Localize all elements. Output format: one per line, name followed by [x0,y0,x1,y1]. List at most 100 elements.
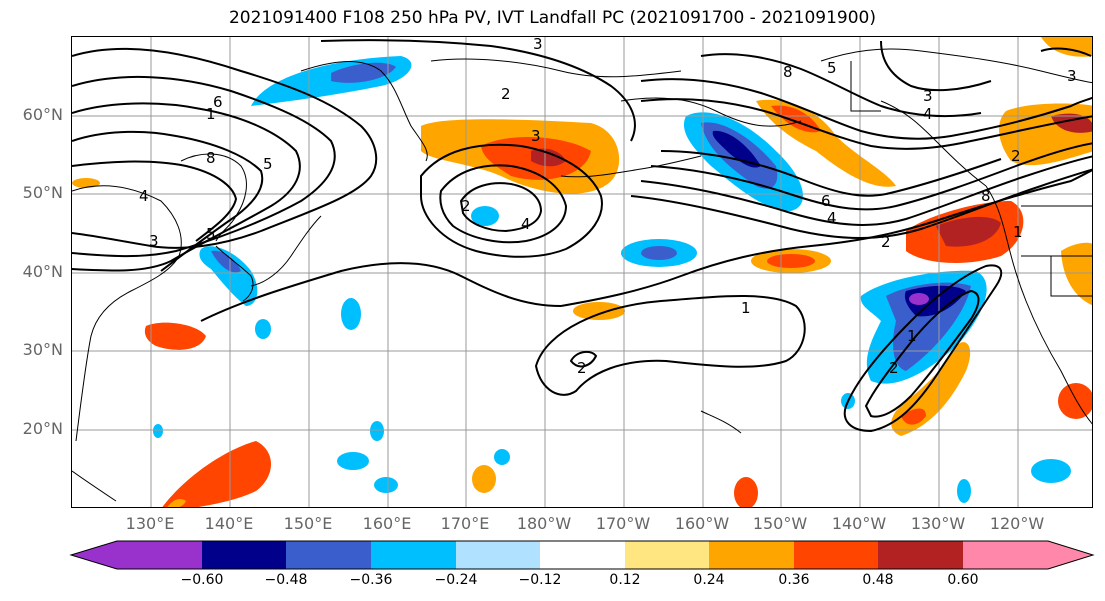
colorbar-tick-6: 0.12 [609,572,641,588]
lat-label-60n: 60°N [22,105,63,124]
shade-pos-mexico [1061,242,1092,306]
colorbar-tick-1: −0.60 [180,572,224,588]
shade-neg-small-1 [471,206,499,226]
contour-label-24: 2 [889,359,899,377]
map-canvas: 3 6 1 8 5 4 3 2 5 3 2 4 8 5 3 4 6 4 2 8 … [72,37,1092,507]
shade-neg-japan-core [211,250,241,273]
colorbar-tick-5: −0.12 [518,572,562,588]
colorbar-segment [540,541,625,569]
colorbar-tick-7: 0.24 [693,572,725,588]
colorbar-tick-4: −0.24 [434,572,478,588]
shade-pos-small-4 [72,178,100,188]
colorbar-segment [71,541,202,569]
contour-label-7: 3 [149,232,159,250]
lon-label-160e: 160°E [362,514,412,533]
lon-label-120w: 120°W [989,514,1045,533]
lon-label-180w: 180°W [516,514,572,533]
colorbar-segment [794,541,878,569]
contour-label-18: 4 [827,209,837,227]
contour-label-12: 4 [521,215,531,233]
shade-pos-dateline-max [531,148,566,167]
lon-label-160w: 160°W [674,514,730,533]
shade-neg-northwest-core [331,62,396,83]
contour-label-14: 5 [827,59,837,77]
contour-label-27: 3 [1067,67,1077,85]
lat-label-30n: 30°N [22,340,63,359]
colorbar-tick-2: −0.48 [264,572,308,588]
shade-pos-small-1 [472,465,496,493]
shade-neg-small-11 [153,424,163,438]
shade-pos-tropics-west-edge [167,499,186,507]
lon-label-150w: 150°W [752,514,808,533]
shade-neg-small-5 [374,477,398,493]
shade-neg-small-6 [370,421,384,441]
contour-label-13: 8 [783,63,793,81]
contour-label-6: 4 [139,187,149,205]
shade-pos-mid-1-core [767,254,815,268]
shade-neg-small-2 [341,298,361,330]
shade-pos-westcoast-core [936,216,1001,247]
lon-label-140w: 140°W [831,514,887,533]
map-title: 2021091400 F108 250 hPa PV, IVT Landfall… [228,8,876,28]
contour-label-9: 5 [206,225,216,243]
colorbar-tick-8: 0.36 [778,572,810,588]
colorbar-outline [69,540,1095,570]
shade-neg-small-8 [957,479,971,503]
colorbar-tick-10: 0.60 [947,572,979,588]
colorbar-tick-9: 0.48 [862,572,894,588]
colorbar-segment [878,541,963,569]
shade-pos-japan-south [144,322,206,350]
shade-pos-tropics-west [162,441,271,507]
grid-lines [72,37,1092,507]
lon-label-170w: 170°W [595,514,651,533]
contour-label-10: 3 [531,127,541,145]
shade-neg-small-7 [494,449,510,465]
contour-label-20: 8 [981,187,991,205]
colorbar-segment [371,541,456,569]
shade-neg-small-9 [1031,459,1071,483]
contour-label-3: 1 [206,105,216,123]
colorbar-segment [709,541,794,569]
shade-neg-small-4 [337,452,369,470]
colorbar [69,540,1095,570]
contour-label-5: 5 [263,155,273,173]
contour-labels: 3 6 1 8 5 4 3 2 5 3 2 4 8 5 3 4 6 4 2 8 … [139,37,1077,377]
shade-pos-mid-2 [573,302,625,320]
colorbar-segment [456,541,540,569]
contour-label-11: 2 [461,197,471,215]
contour-label-15: 3 [923,87,933,105]
lon-label-150e: 150°E [283,514,333,533]
colorbar-tick-3: −0.36 [349,572,393,588]
shade-neg-small-3 [255,319,271,339]
contour-label-4: 8 [206,149,216,167]
colorbar-segment [202,541,286,569]
lat-label-50n: 50°N [22,183,63,202]
contour-label-16: 4 [923,105,933,123]
contour-label-1: 3 [533,37,543,53]
contour-label-26: 2 [1011,147,1021,165]
shade-pos-small-2 [734,477,758,507]
colorbar-segment [286,541,371,569]
map-panel: 3 6 1 8 5 4 3 2 5 3 2 4 8 5 3 4 6 4 2 8 … [71,36,1093,508]
lat-label-20n: 20°N [22,419,63,438]
contour-label-21: 1 [741,299,751,317]
colorbar-segment [625,541,709,569]
lon-label-130e: 130°E [125,514,175,533]
shade-neg-gulf-max [712,130,761,168]
colorbar-segment [963,541,1093,569]
shade-neg-california-max [909,293,929,305]
shade-pos-small-3 [1058,383,1092,419]
colorbar-segments [71,541,1093,569]
contour-label-22: 2 [577,359,587,377]
lon-label-140e: 140°E [204,514,254,533]
ivt-contours [72,39,1092,433]
lat-label-40n: 40°N [22,262,63,281]
contour-label-25: 1 [1013,223,1023,241]
contour-label-23: 1 [907,327,917,345]
lon-label-170e: 170°E [440,514,490,533]
contour-label-17: 6 [821,192,831,210]
contour-label-2: 6 [213,93,223,111]
contour-label-19: 2 [881,233,891,251]
contour-label-8: 2 [501,85,511,103]
shade-neg-japan [199,246,258,306]
